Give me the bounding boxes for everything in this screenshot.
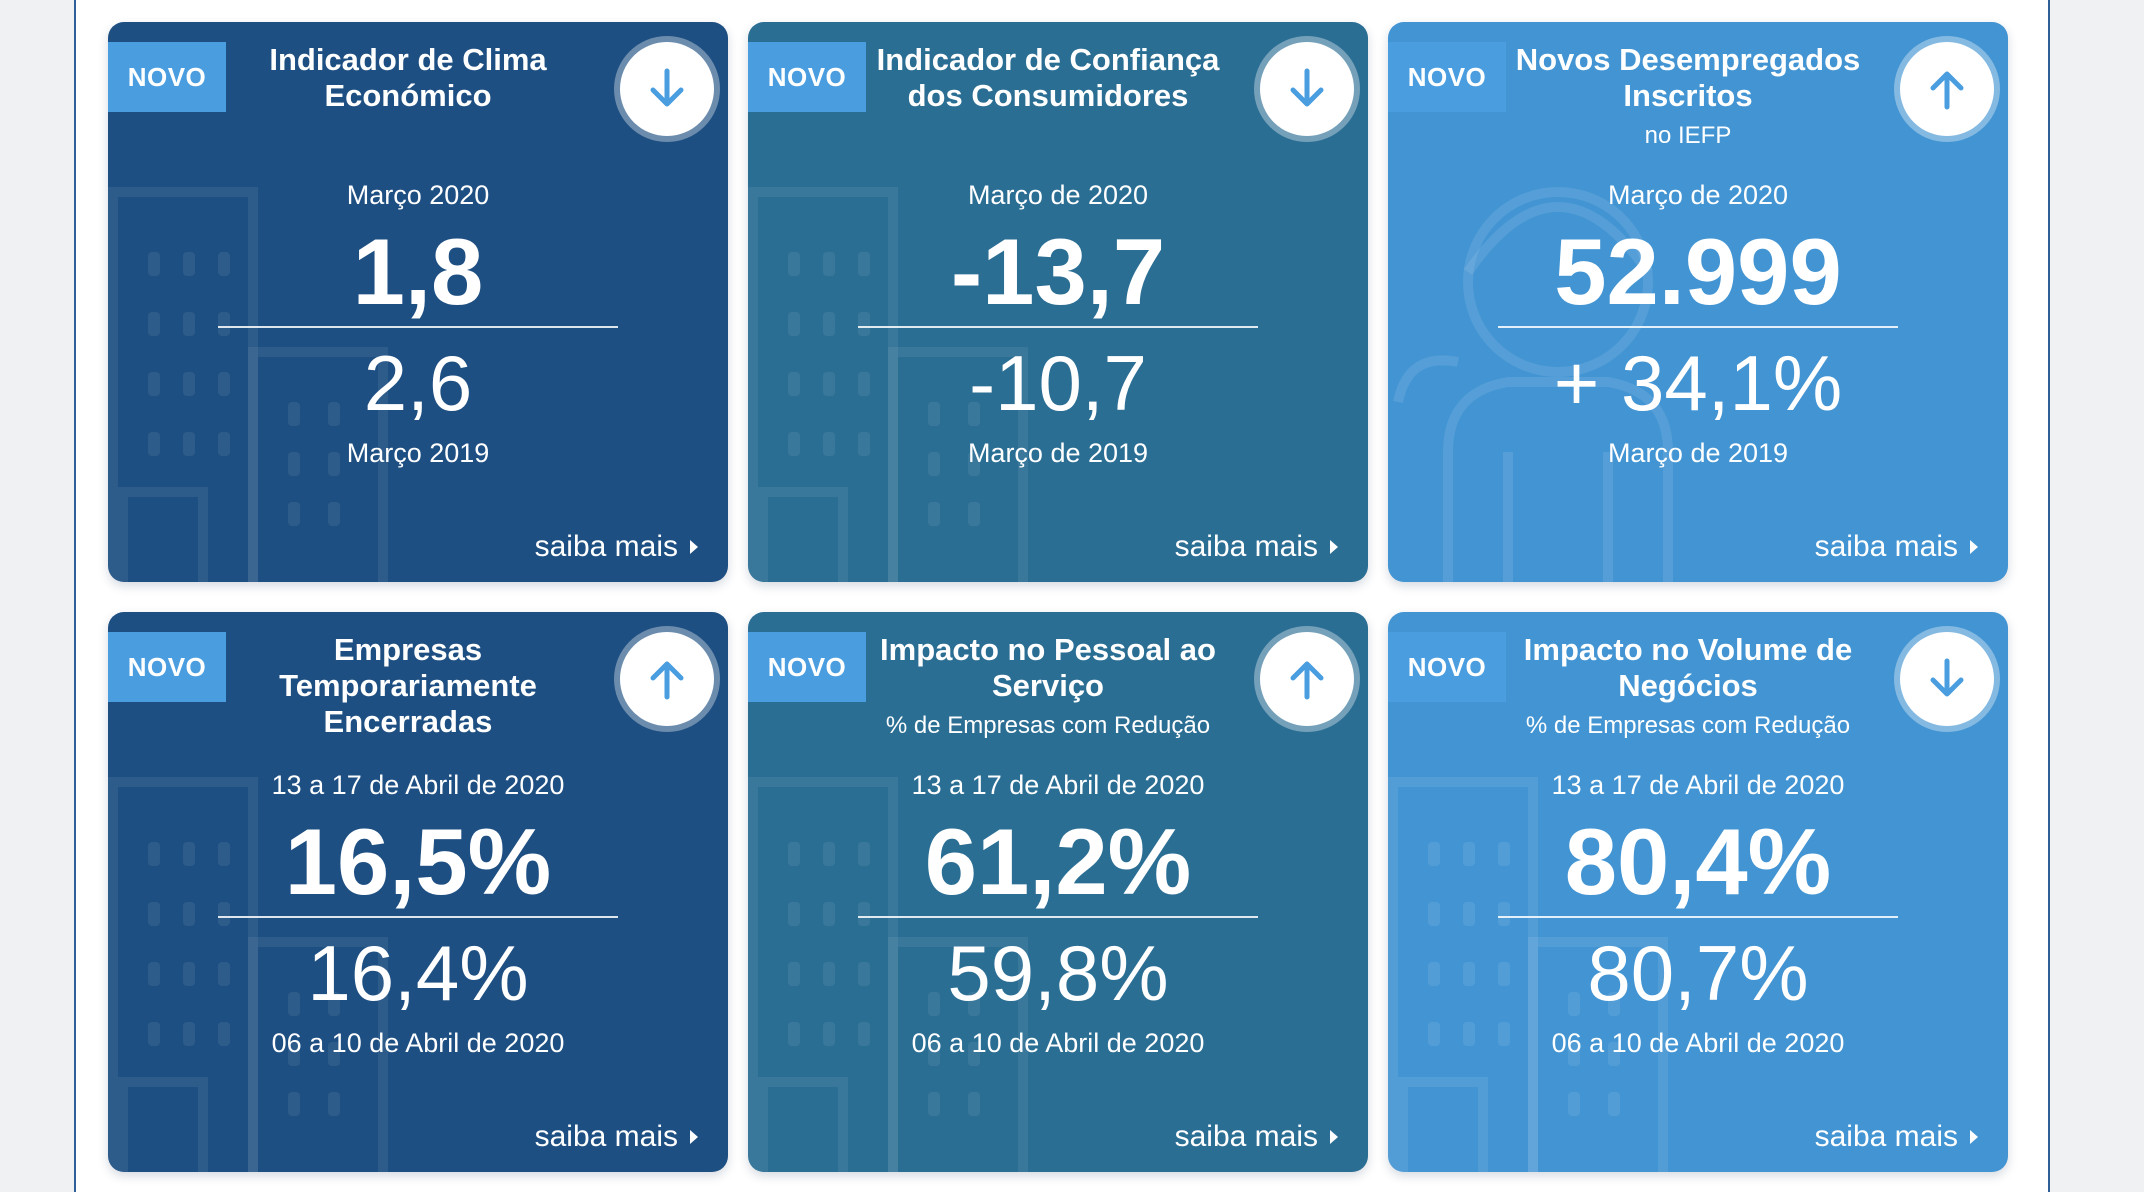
card-title: Indicador de Confiança dos Consumidores xyxy=(868,42,1228,114)
caret-right-icon xyxy=(1330,540,1338,554)
indicator-card-impacto-volume-negocios[interactable]: NOVO Impacto no Volume de Negócios % de … xyxy=(1388,612,2008,1172)
arrow-down-icon xyxy=(1930,658,1964,697)
current-value: 16,5% xyxy=(284,809,552,914)
arrow-up-icon xyxy=(650,661,684,700)
trend-arrow-button[interactable] xyxy=(620,42,714,136)
current-value: 1,8 xyxy=(352,219,484,324)
previous-period: 06 a 10 de Abril de 2020 xyxy=(1551,1028,1845,1058)
saiba-mais-label: saiba mais xyxy=(1814,530,1958,563)
indicator-card-empresas-encerradas[interactable]: NOVO Empresas Temporariamente Encerradas… xyxy=(108,612,728,1172)
previous-period: 06 a 10 de Abril de 2020 xyxy=(271,1028,565,1058)
saiba-mais-label: saiba mais xyxy=(1814,1120,1958,1153)
caret-right-icon xyxy=(1970,540,1978,554)
card-title-line: Negócios xyxy=(1618,668,1758,703)
new-badge: NOVO xyxy=(1388,42,1506,112)
card-title-line: Impacto no Volume de xyxy=(1523,632,1853,667)
trend-arrow-button[interactable] xyxy=(1260,42,1354,136)
caret-right-icon xyxy=(690,540,698,554)
card-title-line: Serviço xyxy=(991,668,1104,703)
card-title-line: Temporariamente xyxy=(279,668,537,703)
current-period: 13 a 17 de Abril de 2020 xyxy=(271,770,565,800)
new-badge: NOVO xyxy=(748,632,866,702)
card-title-line: Indicador de Clima xyxy=(269,42,547,77)
new-badge: NOVO xyxy=(108,632,226,702)
saiba-mais-label: saiba mais xyxy=(1174,530,1318,563)
card-subtitle: no IEFP xyxy=(1644,122,1732,149)
previous-value: 2,6 xyxy=(363,339,473,427)
saiba-mais-link[interactable]: saiba mais xyxy=(535,1120,700,1154)
card-title-line: Impacto no Pessoal ao xyxy=(880,632,1216,667)
card-title: Impacto no Pessoal ao Serviço xyxy=(868,632,1228,704)
saiba-mais-link[interactable]: saiba mais xyxy=(1815,530,1980,564)
card-title-line: Inscritos xyxy=(1623,78,1753,113)
card-title-line: Novos Desempregados xyxy=(1515,42,1861,77)
new-badge: NOVO xyxy=(748,42,866,112)
indicator-card-impacto-pessoal[interactable]: NOVO Impacto no Pessoal ao Serviço % de … xyxy=(748,612,1368,1172)
divider xyxy=(858,326,1258,328)
previous-period: Março de 2019 xyxy=(967,438,1149,468)
arrow-down-icon xyxy=(650,68,684,107)
current-period: Março de 2020 xyxy=(1607,180,1789,210)
trend-arrow-button[interactable] xyxy=(620,632,714,726)
trend-arrow-button[interactable] xyxy=(1260,632,1354,726)
card-title: Impacto no Volume de Negócios xyxy=(1508,632,1868,704)
indicator-card-novos-desempregados[interactable]: NOVO Novos Desempregados Inscritos no IE… xyxy=(1388,22,2008,582)
arrow-down-icon xyxy=(1290,68,1324,107)
saiba-mais-label: saiba mais xyxy=(1174,1120,1318,1153)
current-period: 13 a 17 de Abril de 2020 xyxy=(1551,770,1845,800)
current-value: -13,7 xyxy=(950,219,1166,324)
divider xyxy=(1498,326,1898,328)
indicator-card-confianca-consumidores[interactable]: NOVO Indicador de Confiança dos Consumid… xyxy=(748,22,1368,582)
saiba-mais-link[interactable]: saiba mais xyxy=(535,530,700,564)
trend-arrow-button[interactable] xyxy=(1900,632,1994,726)
card-title: Novos Desempregados Inscritos xyxy=(1508,42,1868,114)
indicator-card-clima-economico[interactable]: NOVO Indicador de Clima Económico Março … xyxy=(108,22,728,582)
previous-value: -10,7 xyxy=(969,339,1147,427)
divider xyxy=(1498,916,1898,918)
previous-value: 80,7% xyxy=(1587,929,1809,1017)
saiba-mais-link[interactable]: saiba mais xyxy=(1175,530,1340,564)
trend-arrow-button[interactable] xyxy=(1900,42,1994,136)
divider xyxy=(218,326,618,328)
card-subtitle: % de Empresas com Redução xyxy=(885,712,1211,739)
arrow-up-icon xyxy=(1930,71,1964,110)
saiba-mais-label: saiba mais xyxy=(534,530,678,563)
new-badge: NOVO xyxy=(108,42,226,112)
card-title-line: Económico xyxy=(324,78,492,113)
card-subtitle: % de Empresas com Redução xyxy=(1525,712,1851,739)
caret-right-icon xyxy=(690,1130,698,1144)
card-title-line: Indicador de Confiança xyxy=(876,42,1220,77)
divider xyxy=(218,916,618,918)
current-value: 80,4% xyxy=(1564,809,1832,914)
previous-period: Março 2019 xyxy=(346,438,490,468)
caret-right-icon xyxy=(1330,1130,1338,1144)
previous-period: Março de 2019 xyxy=(1607,438,1789,468)
previous-value: 59,8% xyxy=(947,929,1169,1017)
previous-value: 16,4% xyxy=(307,929,529,1017)
new-badge: NOVO xyxy=(1388,632,1506,702)
current-period: Março 2020 xyxy=(346,180,490,210)
current-value: 52.999 xyxy=(1554,219,1842,324)
current-period: Março de 2020 xyxy=(967,180,1149,210)
current-value: 61,2% xyxy=(924,809,1192,914)
divider xyxy=(858,916,1258,918)
previous-period: 06 a 10 de Abril de 2020 xyxy=(911,1028,1205,1058)
card-title-line: Empresas xyxy=(333,632,483,667)
card-title-line: dos Consumidores xyxy=(907,78,1189,113)
saiba-mais-label: saiba mais xyxy=(534,1120,678,1153)
card-title-line: Encerradas xyxy=(323,704,493,739)
previous-value: + 34,1% xyxy=(1553,339,1843,427)
current-period: 13 a 17 de Abril de 2020 xyxy=(911,770,1205,800)
card-title: Empresas Temporariamente Encerradas xyxy=(228,632,588,740)
saiba-mais-link[interactable]: saiba mais xyxy=(1815,1120,1980,1154)
caret-right-icon xyxy=(1970,1130,1978,1144)
card-title: Indicador de Clima Económico xyxy=(228,42,588,114)
saiba-mais-link[interactable]: saiba mais xyxy=(1175,1120,1340,1154)
indicators-panel: NOVO Indicador de Clima Económico Março … xyxy=(74,0,2050,1192)
arrow-up-icon xyxy=(1290,661,1324,700)
